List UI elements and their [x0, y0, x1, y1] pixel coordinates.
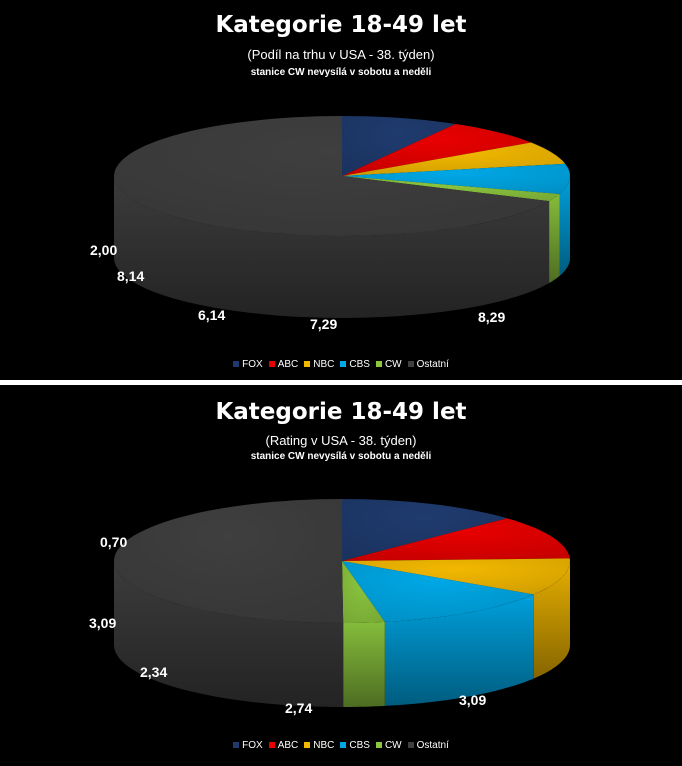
- pie-top: [114, 499, 570, 623]
- legend-swatch: [233, 361, 240, 368]
- chart-panel-share: Kategorie 18-49 let (Podíl na trhu v USA…: [0, 0, 682, 380]
- pie-slice-cbs: [342, 561, 534, 622]
- pie-side-ostatní: [114, 561, 344, 707]
- pie-side-ostatní: [114, 176, 550, 318]
- pie-slice-nbc: [342, 142, 566, 176]
- legend-label: NBC: [313, 740, 335, 751]
- pie-side-cbs: [559, 176, 570, 276]
- chart-note: stanice CW nevysílá v sobotu a neděli: [250, 67, 432, 78]
- pie-slice-cbs: [342, 163, 570, 194]
- data-label-cw: 2,00: [90, 242, 117, 258]
- legend-label: ABC: [277, 359, 299, 370]
- pie-chart: 8,29 7,29 6,14 8,142,00: [90, 116, 570, 332]
- chart-legend: FOX ABC NBC CBS CW Ostatní: [0, 359, 682, 370]
- legend-item-cw: CW: [375, 359, 402, 370]
- legend-item-abc: ABC: [268, 359, 299, 370]
- pie-slice-cw: [342, 176, 560, 202]
- pie-side-cw: [343, 621, 385, 707]
- legend-item-fox: FOX: [233, 359, 263, 370]
- data-label-fox: 8,29: [478, 309, 505, 325]
- legend-label: NBC: [313, 359, 335, 370]
- legend-swatch: [375, 742, 382, 749]
- data-label-abc: 7,29: [310, 316, 337, 332]
- data-label-nbc: 2,34: [140, 664, 167, 680]
- legend-item-cbs: CBS: [340, 359, 370, 370]
- data-label-cbs: 3,09: [89, 615, 116, 631]
- chart-subtitle: (Podíl na trhu v USA - 38. týden): [247, 47, 435, 62]
- chart-panel-rating: Kategorie 18-49 let (Rating v USA - 38. …: [0, 385, 682, 766]
- chart-title: Kategorie 18-49 let: [215, 12, 467, 38]
- legend-swatch: [233, 742, 240, 749]
- legend-swatch: [268, 742, 275, 749]
- chart-title: Kategorie 18-49 let: [215, 399, 467, 425]
- legend-swatch: [304, 361, 311, 368]
- legend-label: Ostatní: [416, 359, 449, 370]
- legend-label: CBS: [349, 740, 370, 751]
- legend-swatch: [407, 742, 414, 749]
- legend-label: CW: [384, 359, 402, 370]
- pie-side-cbs: [384, 594, 534, 706]
- pie-slice-cw: [342, 561, 385, 623]
- pie-slice-ostatní: [114, 499, 344, 623]
- legend-item-nbc: NBC: [304, 359, 334, 370]
- separator: [0, 380, 682, 385]
- pie-side-nbc: [533, 561, 570, 679]
- legend-item-fox: FOX: [233, 740, 263, 751]
- pie-slice-abc: [342, 518, 570, 561]
- legend-item-nbc: NBC: [304, 740, 334, 751]
- legend-label: CBS: [349, 359, 370, 370]
- legend-swatch: [304, 742, 311, 749]
- legend-label: CW: [384, 740, 402, 751]
- data-label-abc: 2,74: [285, 700, 312, 716]
- legend-item-cw: CW: [375, 740, 402, 751]
- pie-top: [114, 116, 570, 236]
- chart-note: stanice CW nevysílá v sobotu a neděli: [250, 451, 432, 462]
- legend-label: FOX: [242, 359, 263, 370]
- data-label-cbs: 8,14: [117, 268, 144, 284]
- legend-label: ABC: [277, 740, 299, 751]
- legend-item-abc: ABC: [268, 740, 299, 751]
- pie-side-walls: [114, 176, 570, 318]
- chart-legend: FOX ABC NBC CBS CW Ostatní: [0, 740, 682, 751]
- pie-slice-fox: [342, 116, 456, 176]
- pie-slice-nbc: [342, 558, 570, 595]
- legend-item-ostatní: Ostatní: [407, 359, 449, 370]
- data-label-nbc: 6,14: [198, 307, 225, 323]
- legend-item-cbs: CBS: [340, 740, 370, 751]
- legend-swatch: [407, 361, 414, 368]
- pie-slice-ostatní: [114, 116, 550, 236]
- legend-swatch: [340, 361, 347, 368]
- legend-swatch: [375, 361, 382, 368]
- pie-slice-abc: [342, 124, 532, 176]
- data-label-fox: 3,09: [459, 692, 486, 708]
- legend-swatch: [268, 361, 275, 368]
- pie-side-walls: [114, 561, 570, 707]
- legend-label: Ostatní: [416, 740, 449, 751]
- legend-swatch: [340, 742, 347, 749]
- chart-subtitle: (Rating v USA - 38. týden): [265, 433, 417, 448]
- pie-side-cw: [549, 194, 560, 284]
- data-label-cw: 0,70: [100, 534, 127, 550]
- legend-item-ostatní: Ostatní: [407, 740, 449, 751]
- pie-chart: 3,09 2,74 2,34 3,09 0,70: [89, 499, 570, 716]
- pie-slice-fox: [342, 499, 508, 561]
- legend-label: FOX: [242, 740, 263, 751]
